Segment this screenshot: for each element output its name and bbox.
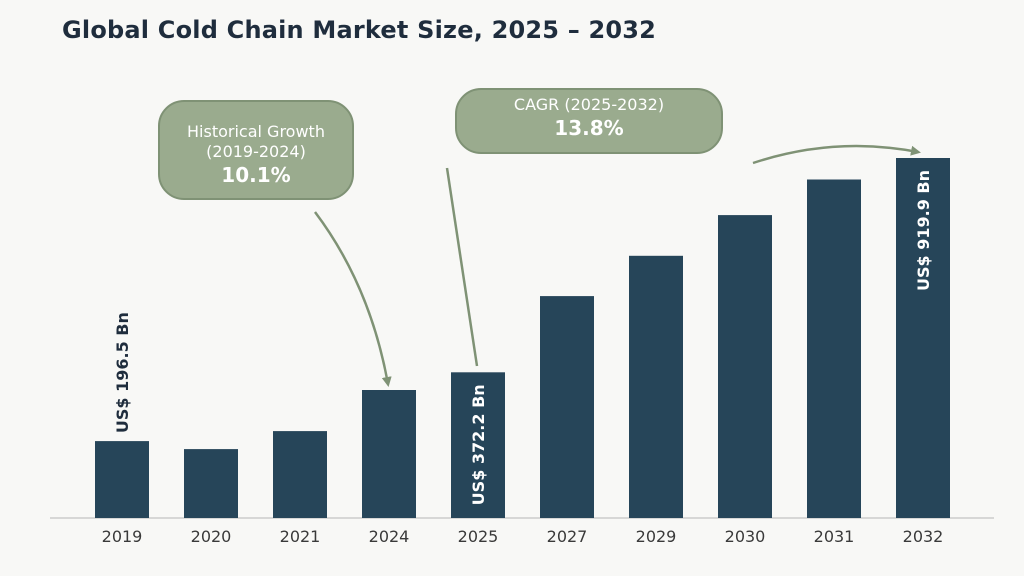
cagr-callout: CAGR (2025-2032) 13.8% — [455, 88, 723, 154]
x-tick-label-2019: 2019 — [102, 527, 143, 546]
x-tick-label-2021: 2021 — [280, 527, 321, 546]
x-tick-label-2027: 2027 — [547, 527, 588, 546]
x-tick-label-2020: 2020 — [191, 527, 232, 546]
cagr-value: 13.8% — [554, 116, 624, 140]
x-tick-label-2031: 2031 — [814, 527, 855, 546]
bar-2032 — [896, 158, 950, 518]
bar-2031 — [807, 179, 861, 518]
data-label-2032: US$ 919.9 Bn — [914, 170, 933, 291]
chart-title: Global Cold Chain Market Size, 2025 – 20… — [62, 16, 657, 44]
x-tick-label-2025: 2025 — [458, 527, 499, 546]
bar-2030 — [718, 215, 772, 518]
bar-2024 — [362, 390, 416, 518]
historical-growth-callout: Historical Growth (2019-2024) 10.1% — [158, 100, 354, 200]
x-tick-label-2029: 2029 — [636, 527, 677, 546]
bar-2029 — [629, 255, 683, 519]
bar-2019 — [95, 441, 149, 518]
historical-growth-period: (2019-2024) — [206, 142, 306, 161]
bar-2020 — [184, 449, 238, 518]
arrow-historical — [314, 211, 392, 387]
bar-2027 — [540, 296, 594, 518]
bar-2025 — [451, 372, 505, 518]
x-tick-label-2032: 2032 — [903, 527, 944, 546]
data-label-2019: US$ 196.5 Bn — [113, 312, 132, 433]
historical-growth-value: 10.1% — [221, 163, 291, 187]
bar-2021 — [273, 431, 327, 518]
arrow-2025 — [445, 167, 479, 367]
x-tick-label-2024: 2024 — [369, 527, 410, 546]
data-label-2025: US$ 372.2 Bn — [469, 384, 488, 505]
arrow-cagr — [752, 144, 921, 165]
x-tick-label-2030: 2030 — [725, 527, 766, 546]
cagr-label: CAGR (2025-2032) — [513, 95, 665, 114]
historical-growth-label: Historical Growth — [187, 122, 325, 141]
